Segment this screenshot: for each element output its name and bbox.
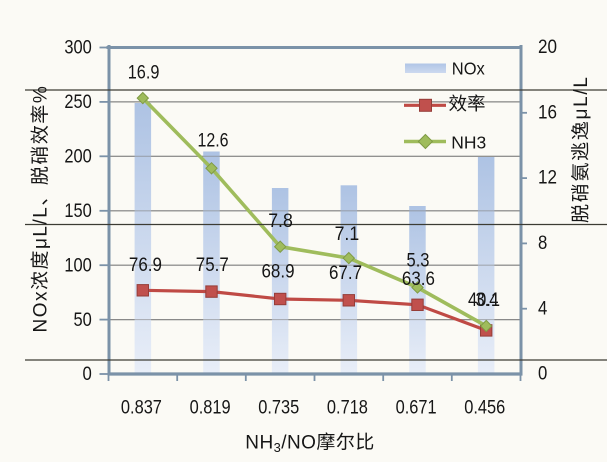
svg-text:μL/L: μL/L <box>31 206 52 249</box>
svg-text:76.9: 76.9 <box>129 255 162 276</box>
svg-text:%: % <box>31 85 52 103</box>
svg-text:7.8: 7.8 <box>268 211 293 232</box>
svg-text:20: 20 <box>538 37 557 58</box>
svg-text:/NO: /NO <box>281 433 316 454</box>
svg-text:μL/L: μL/L <box>571 75 592 119</box>
svg-text:NOx: NOx <box>452 58 485 78</box>
svg-text:0.671: 0.671 <box>396 398 437 419</box>
svg-text:NH: NH <box>245 433 273 454</box>
svg-text:63.6: 63.6 <box>402 269 435 290</box>
svg-text:0.718: 0.718 <box>327 398 368 419</box>
svg-text:0.456: 0.456 <box>464 398 505 419</box>
svg-text:67.7: 67.7 <box>329 263 362 284</box>
svg-text:300: 300 <box>64 38 91 59</box>
svg-text:250: 250 <box>64 92 91 113</box>
svg-text:12.6: 12.6 <box>197 131 228 152</box>
svg-text:16: 16 <box>538 102 557 123</box>
svg-text:68.9: 68.9 <box>262 262 295 283</box>
svg-text:NOx: NOx <box>31 290 52 333</box>
svg-text:200: 200 <box>64 147 91 168</box>
svg-text:0.837: 0.837 <box>121 398 162 419</box>
svg-text:100: 100 <box>64 255 91 276</box>
svg-text:16.9: 16.9 <box>128 62 160 83</box>
svg-text:3.4: 3.4 <box>476 290 499 311</box>
svg-text:7.1: 7.1 <box>335 224 360 245</box>
svg-text:75.7: 75.7 <box>196 255 229 276</box>
svg-text:0: 0 <box>538 364 547 385</box>
svg-text:0: 0 <box>83 364 92 385</box>
svg-text:40.1: 40.1 <box>468 290 500 311</box>
svg-text:50: 50 <box>74 310 92 331</box>
svg-text:3: 3 <box>274 440 282 455</box>
svg-text:5.3: 5.3 <box>407 251 430 272</box>
svg-text:12: 12 <box>538 168 557 189</box>
svg-text:0.819: 0.819 <box>190 398 231 419</box>
svg-text:4: 4 <box>538 298 548 319</box>
svg-text:0.735: 0.735 <box>258 398 299 419</box>
svg-text:NH3: NH3 <box>451 132 486 152</box>
svg-text:150: 150 <box>64 201 91 222</box>
svg-text:8: 8 <box>538 233 547 254</box>
